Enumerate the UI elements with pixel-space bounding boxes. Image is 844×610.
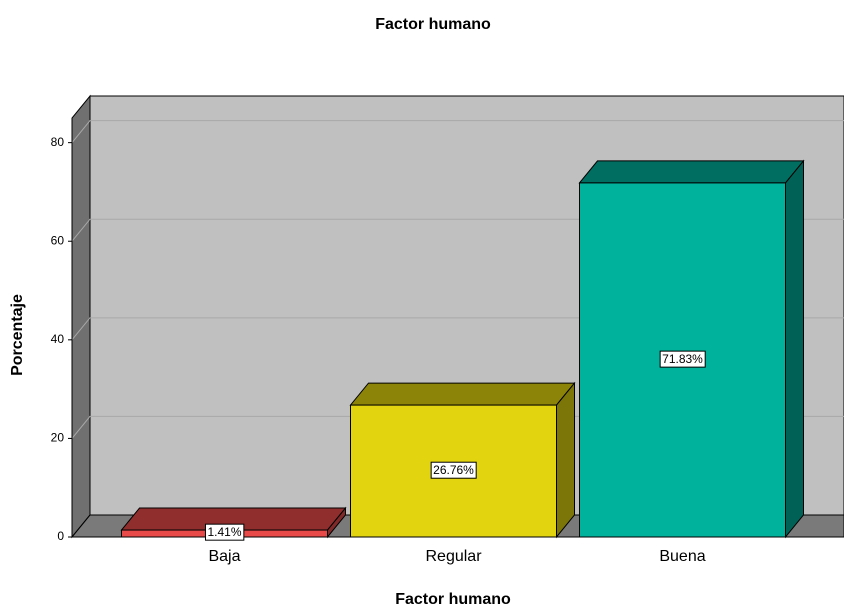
grid-line bbox=[71, 120, 844, 143]
x-tick-label: Buena bbox=[659, 548, 705, 565]
value-label-box bbox=[430, 461, 477, 479]
bar-side bbox=[785, 159, 804, 539]
chart-title: Factor humano bbox=[375, 16, 491, 33]
y-tick-label: 80 bbox=[51, 135, 65, 149]
x-tick-label: Regular bbox=[425, 548, 482, 565]
y-axis-title: Porcentaje bbox=[9, 294, 26, 376]
bar-top bbox=[349, 382, 576, 406]
value-label: 26.76% bbox=[433, 463, 474, 477]
left-wall bbox=[71, 94, 91, 539]
y-tick-label: 60 bbox=[51, 233, 65, 247]
value-label: 71.83% bbox=[662, 352, 703, 366]
value-label-box bbox=[204, 523, 245, 541]
bar-side bbox=[556, 381, 575, 539]
x-tick-label: Baja bbox=[208, 548, 240, 565]
value-label-box bbox=[659, 350, 706, 368]
bar bbox=[578, 159, 805, 539]
bar-top bbox=[578, 160, 805, 184]
y-tick-label: 20 bbox=[51, 431, 65, 445]
x-axis-title: Factor humano bbox=[395, 591, 511, 608]
bar bbox=[349, 381, 576, 539]
y-tick-label: 40 bbox=[51, 332, 65, 346]
y-tick-label: 0 bbox=[57, 529, 64, 543]
value-label: 1.41% bbox=[207, 525, 241, 539]
